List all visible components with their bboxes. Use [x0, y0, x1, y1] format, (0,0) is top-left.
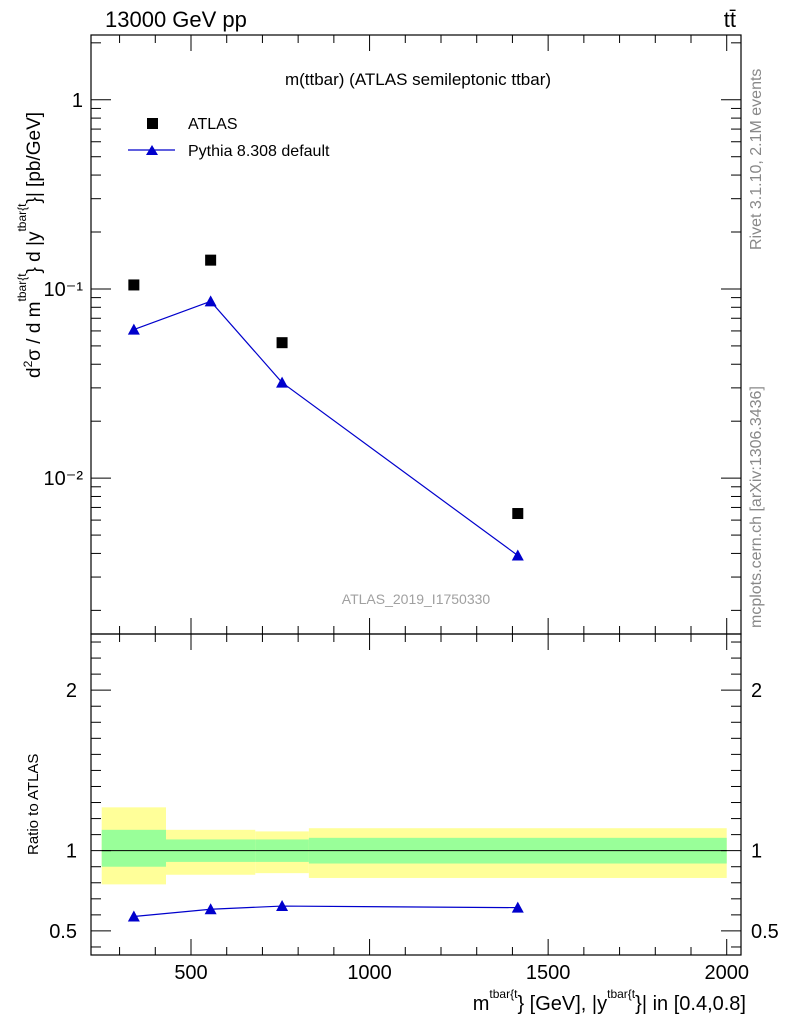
pythia-point: [276, 376, 289, 388]
x-tick-label: 1000: [347, 962, 392, 984]
main-panel: 1 10⁻¹ 10⁻² m(ttbar) (ATLAS semileptonic t…: [15, 34, 742, 635]
legend-atlas-marker: [147, 118, 158, 129]
chart-title: m(ttbar) (ATLAS semileptonic ttbar): [285, 70, 551, 89]
ratio-panel-marks: [101, 807, 727, 922]
mcplots-info: mcplots.cern.ch [arXiv:1306.3436]: [748, 386, 765, 628]
pythia-point: [511, 549, 524, 561]
ratio-panel-frame: [90, 633, 742, 956]
pythia-point: [127, 323, 140, 335]
rivet-info: Rivet 3.1.10, 2.1M events: [748, 69, 765, 250]
y-tick-label-ratio: 0.5: [49, 921, 77, 943]
y-tick-label-ratio-right: 2: [751, 680, 762, 702]
main-panel-ticks: 1 10⁻¹ 10⁻²: [44, 35, 741, 634]
legend-pythia-label: Pythia 8.308 default: [188, 143, 330, 160]
pythia-point: [204, 295, 217, 307]
y-tick-label-ratio-right: 1: [751, 841, 762, 863]
ratio-point: [204, 903, 217, 915]
ratio-panel-ticks: 0.5 0.5 1 1 2 2 500 1000 1500 2000: [49, 634, 779, 984]
legend-pythia-marker: [146, 145, 158, 155]
collision-label: 13000 GeV pp: [105, 7, 247, 32]
y-tick-label-main: 10⁻¹: [44, 279, 84, 301]
atlas-point: [128, 279, 140, 291]
y-tick-label-ratio: 2: [66, 680, 77, 702]
ratio-line: [133, 905, 518, 918]
legend: ATLAS Pythia 8.308 default: [128, 116, 330, 160]
x-tick-label: 2000: [704, 962, 749, 984]
main-panel-marks: [127, 254, 524, 561]
ratio-point: [276, 900, 289, 912]
atlas-point: [276, 337, 288, 349]
pythia-line: [133, 300, 519, 556]
ratio-point: [511, 901, 524, 913]
y-tick-label-ratio-right: 0.5: [751, 921, 779, 943]
analysis-watermark: ATLAS_2019_I1750330: [342, 591, 491, 607]
x-axis-label: mtbar{t} [GeV], |ytbar{t}| in [0.4,0.8]: [473, 987, 746, 1015]
atlas-point: [205, 254, 217, 266]
y-axis-label-ratio: Ratio to ATLAS: [25, 754, 42, 855]
y-tick-label-main: 10⁻²: [44, 468, 84, 490]
x-tick-label: 1500: [526, 962, 571, 984]
process-label: tt̄: [724, 7, 736, 32]
y-axis-label-main: d2σ / d mtbar{t} d |ytbar{t}| [pb/GeV]: [15, 112, 45, 378]
y-tick-label-main: 1: [72, 90, 83, 112]
ratio-point: [127, 910, 140, 922]
uncertainty-band-inner: [101, 829, 166, 867]
x-tick-label: 500: [174, 962, 207, 984]
y-tick-label-ratio: 1: [66, 841, 77, 863]
legend-atlas-label: ATLAS: [188, 116, 238, 133]
atlas-point: [512, 508, 524, 520]
ratio-panel: 0.5 0.5 1 1 2 2 500 1000 1500 2000 Ratio to ATLAS…: [25, 633, 779, 1015]
